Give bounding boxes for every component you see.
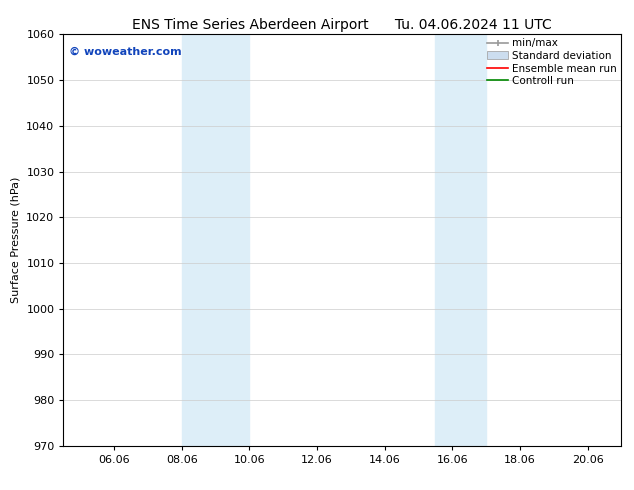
Text: © woweather.com: © woweather.com xyxy=(69,47,181,57)
Bar xyxy=(182,34,249,446)
Y-axis label: Surface Pressure (hPa): Surface Pressure (hPa) xyxy=(11,177,21,303)
Bar xyxy=(436,34,486,446)
Legend: min/max, Standard deviation, Ensemble mean run, Controll run: min/max, Standard deviation, Ensemble me… xyxy=(485,36,619,88)
Title: ENS Time Series Aberdeen Airport      Tu. 04.06.2024 11 UTC: ENS Time Series Aberdeen Airport Tu. 04.… xyxy=(133,18,552,32)
